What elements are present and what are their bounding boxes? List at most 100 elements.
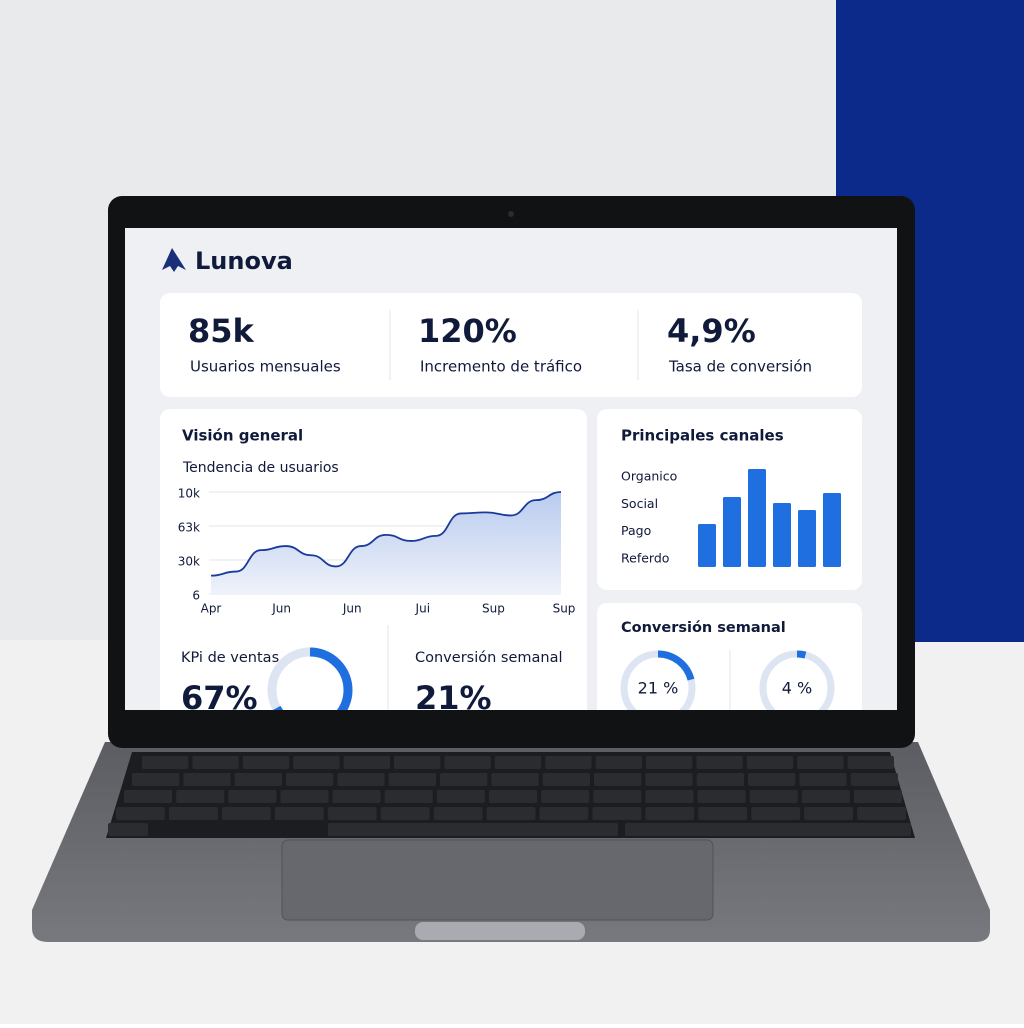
key (274, 807, 324, 820)
line (210, 491, 562, 577)
bar (748, 469, 766, 567)
donut-value: 21 % (638, 679, 679, 698)
donut-value: 4 % (782, 679, 812, 698)
key (542, 773, 590, 786)
key (645, 773, 693, 786)
key (592, 807, 642, 820)
key (116, 807, 165, 820)
dashboard: Lunova 85k Usuarios mensuales 120% Incremen… (160, 247, 862, 717)
key (433, 807, 483, 820)
notch (415, 922, 585, 940)
bar (773, 503, 791, 567)
keys (108, 756, 911, 836)
x-tick-label: Apr (201, 602, 222, 616)
key (486, 807, 536, 820)
key (293, 756, 340, 769)
key (221, 807, 271, 820)
key (328, 823, 618, 836)
key (645, 790, 694, 803)
card-title: KPi de ventas (181, 650, 279, 666)
key (384, 790, 433, 803)
key (593, 790, 642, 803)
key (168, 807, 218, 820)
kpi-value: 120% (418, 312, 517, 350)
key (697, 790, 746, 803)
key (280, 790, 329, 803)
key (594, 773, 642, 786)
key (696, 773, 744, 786)
y-tick-label: 30k (178, 555, 200, 569)
key (799, 773, 847, 786)
key (541, 790, 590, 803)
x-tick-label: Sup (553, 602, 576, 616)
key (595, 756, 642, 769)
x-tick-label: Sup (482, 602, 505, 616)
key (545, 756, 592, 769)
key (132, 773, 180, 786)
channel-label: Referdo (621, 550, 669, 565)
kpi-value: 4,9% (667, 312, 756, 350)
bar (823, 493, 841, 567)
key (698, 807, 748, 820)
key (228, 790, 277, 803)
donut-arc (759, 650, 835, 710)
y-tick-label: 10k (178, 487, 200, 501)
key (625, 823, 911, 836)
key (748, 773, 796, 786)
key (804, 807, 854, 820)
bar (698, 524, 716, 567)
key (388, 773, 436, 786)
logo (162, 248, 186, 272)
stat-value: 21% (415, 679, 492, 717)
bar (723, 497, 741, 567)
key (746, 756, 794, 769)
key (751, 807, 801, 820)
key (343, 756, 390, 769)
key (176, 790, 225, 803)
channel-label: Pago (621, 523, 651, 538)
y-tick-label: 63k (178, 521, 200, 535)
key (337, 773, 385, 786)
key (491, 773, 539, 786)
key (850, 773, 898, 786)
key (394, 756, 441, 769)
kpi-label: Usuarios mensuales (190, 358, 341, 376)
key (124, 790, 173, 803)
card-title: Visión general (182, 427, 303, 445)
trackpad (281, 839, 714, 921)
key (749, 790, 798, 803)
key (847, 756, 894, 769)
card-title: Conversión semanal (621, 620, 786, 636)
key (183, 773, 231, 786)
key (488, 790, 538, 803)
x-tick-label: Jun (342, 602, 362, 616)
line-area (211, 492, 561, 594)
key (192, 756, 239, 769)
kpi-card (160, 293, 862, 397)
key (327, 807, 377, 820)
x-tick-label: Jun (271, 602, 291, 616)
kpi-value: 85k (188, 312, 255, 350)
key (380, 807, 430, 820)
card-title: Principales canales (621, 427, 784, 445)
channel-label: Social (621, 496, 658, 511)
key (539, 807, 589, 820)
key (242, 756, 290, 769)
key (853, 790, 902, 803)
channel-label: Organico (621, 469, 677, 484)
key (494, 756, 542, 769)
x-tick-label: Jui (415, 602, 430, 616)
key (440, 773, 488, 786)
key (857, 807, 906, 820)
key (645, 807, 695, 820)
key (286, 773, 334, 786)
key (646, 756, 693, 769)
donut-arc (267, 647, 353, 710)
key (696, 756, 743, 769)
webcam (508, 211, 514, 217)
card-title: Conversión semanal (415, 650, 563, 666)
key (801, 790, 850, 803)
donut-value: 67% (181, 679, 258, 717)
y-tick-label: 6 (192, 589, 200, 603)
